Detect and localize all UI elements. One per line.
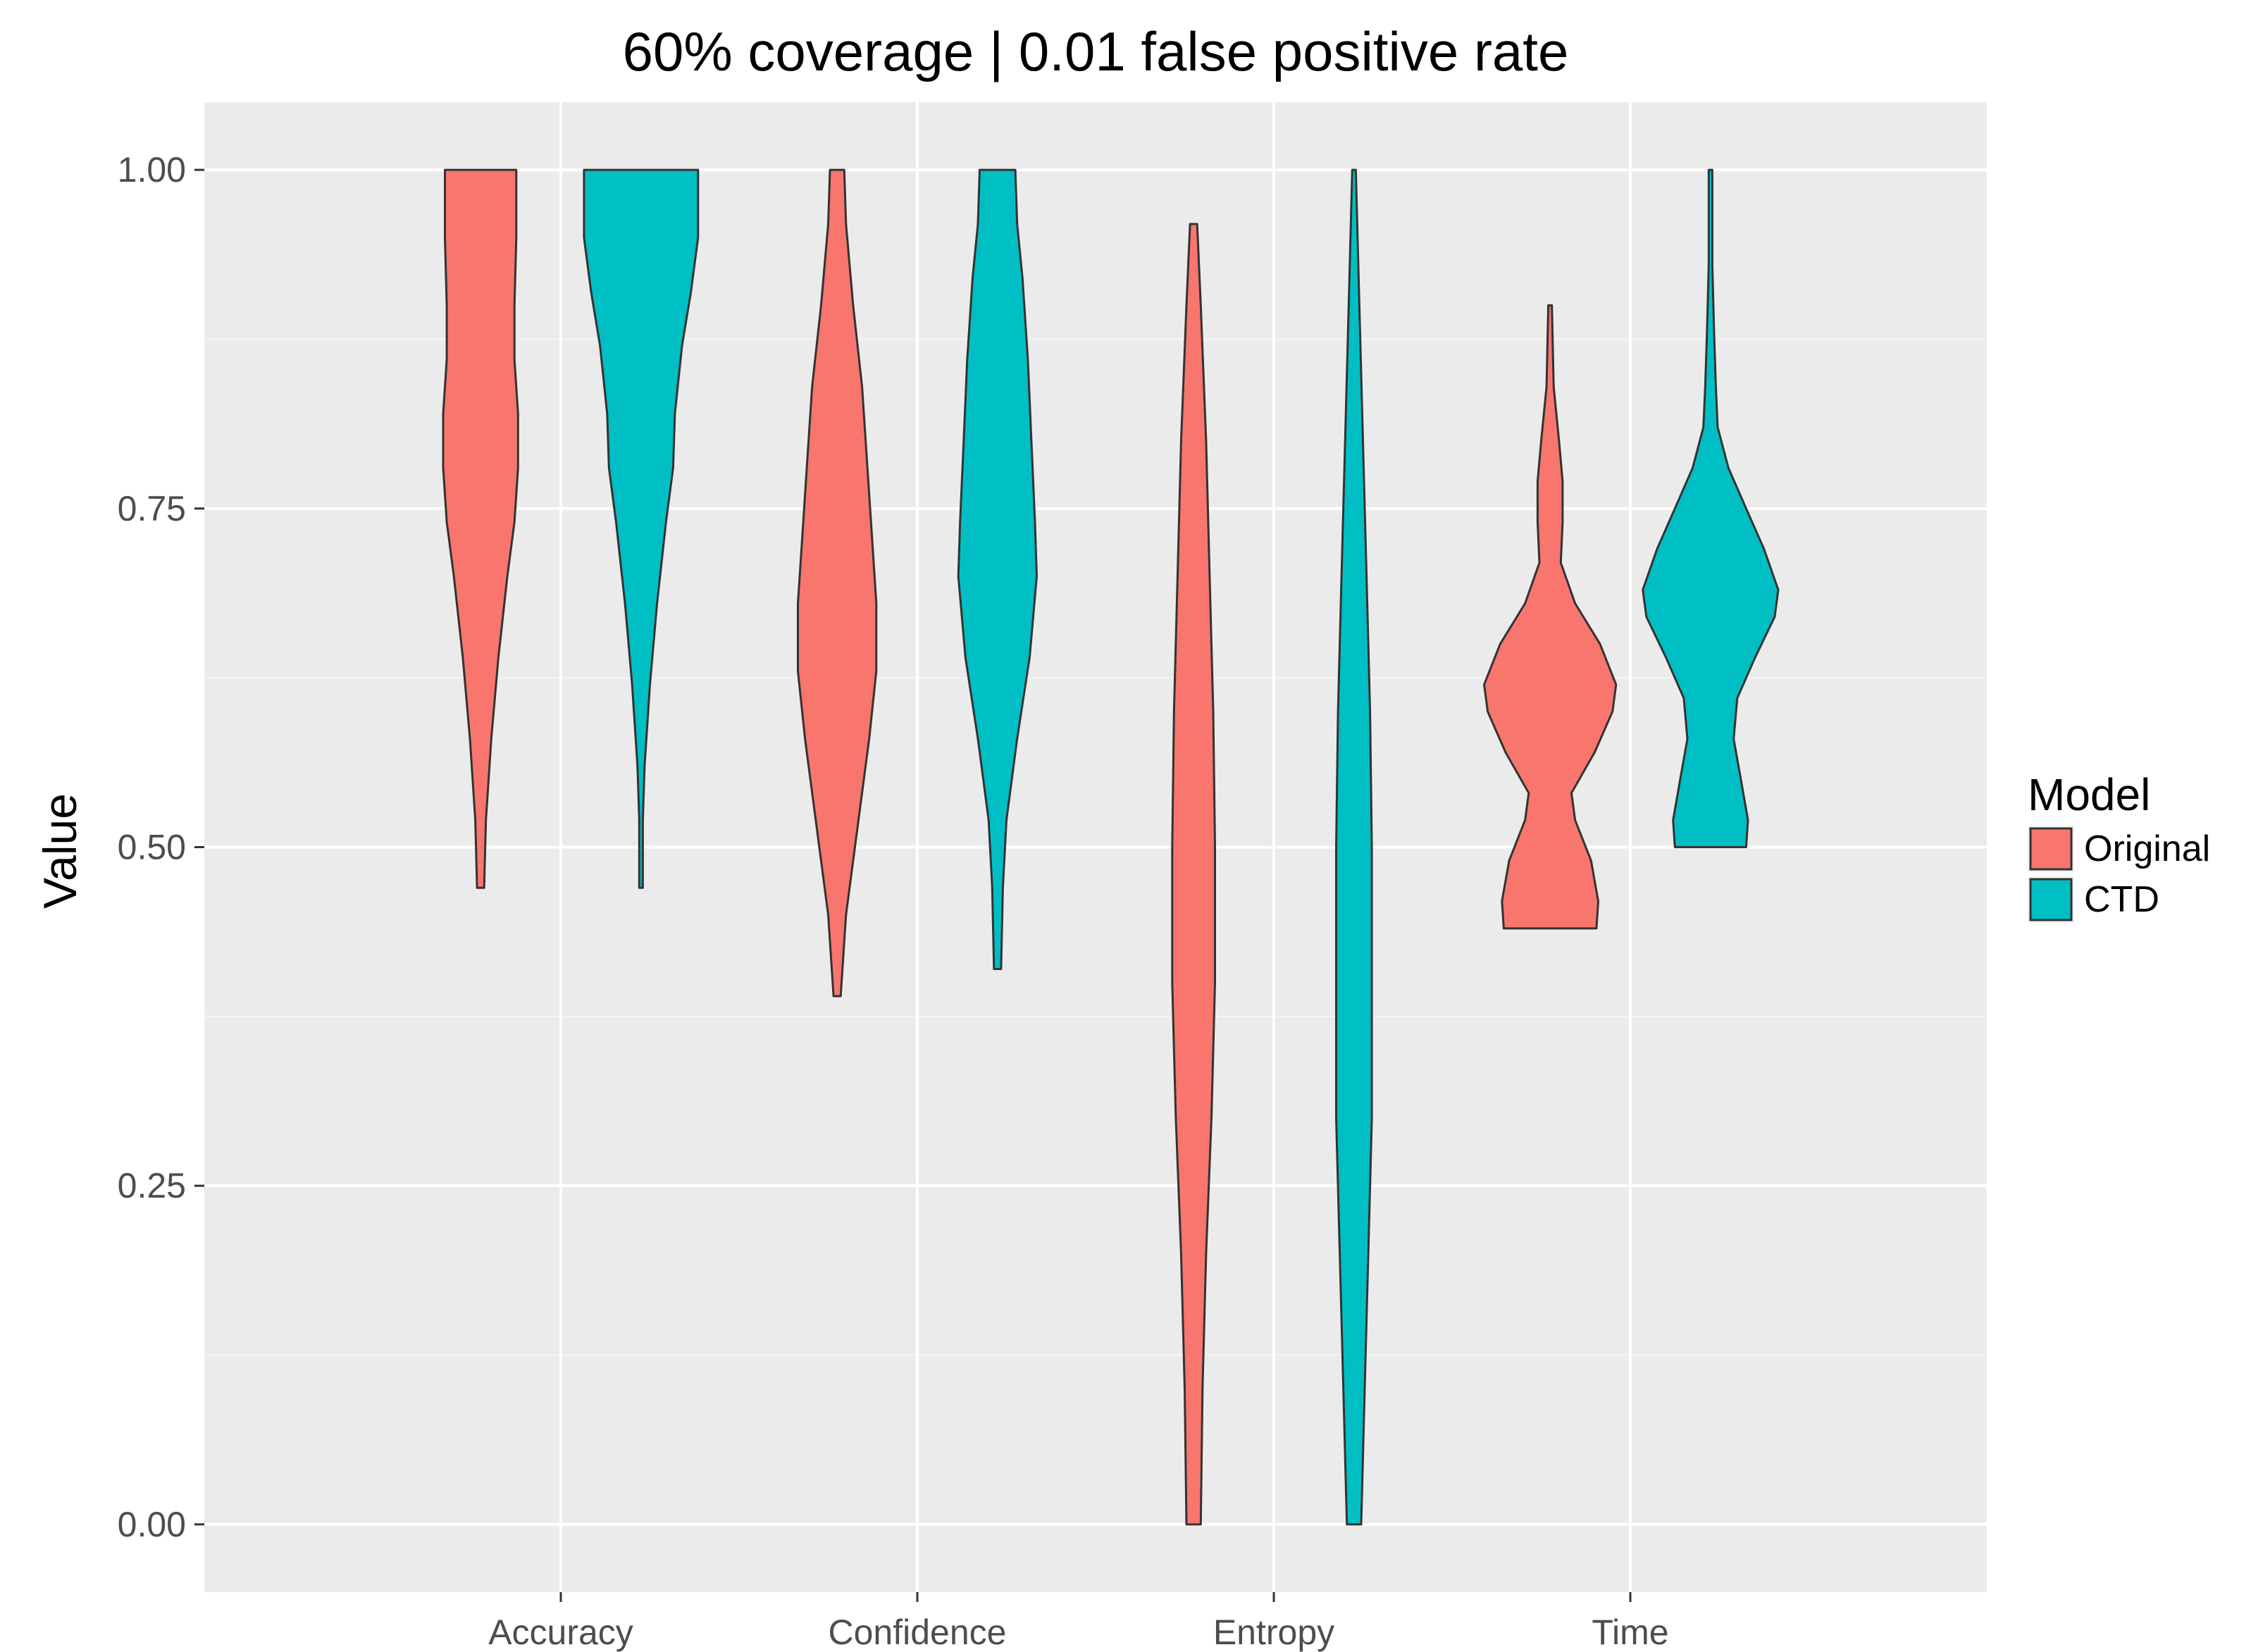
legend-label-original: Original [2084,828,2210,869]
y-tick-label: 0.50 [118,828,186,867]
violin-ctd-accuracy [583,168,700,889]
violins [442,168,1780,1526]
y-tick-label: 1.00 [118,150,186,190]
violin-ctd-entropy [1335,168,1373,1526]
y-tick-label: 0.75 [118,489,186,528]
y-tick-label: 0.00 [118,1505,186,1544]
violin-original-confidence [797,168,878,998]
violin-original-accuracy [442,168,519,889]
legend-swatch-original [2029,827,2073,871]
legend-title: Model [2028,769,2150,820]
x-tick-label: Accuracy [488,1613,633,1652]
legend-label-ctd: CTD [2084,879,2159,920]
violin-original-entropy [1171,223,1216,1526]
y-tick-label: 0.25 [118,1166,186,1205]
y-axis-label: Value [34,793,86,909]
legend-swatch-ctd [2029,878,2073,921]
x-tick-label: Confidence [829,1613,1007,1652]
violin-ctd-time [1642,168,1780,848]
x-tick-label: Entropy [1213,1613,1334,1652]
axes: 0.00 0.25 0.50 0.75 1.00 Accuracy Confidence En… [118,150,1669,1652]
violin-ctd-confidence [957,168,1038,970]
x-tick-label: Time [1592,1613,1668,1652]
chart-title: 60% coverage | 0.01 false positive rate [623,20,1569,82]
legend: Model Original CTD [2028,769,2210,923]
violin-original-time [1483,304,1618,930]
